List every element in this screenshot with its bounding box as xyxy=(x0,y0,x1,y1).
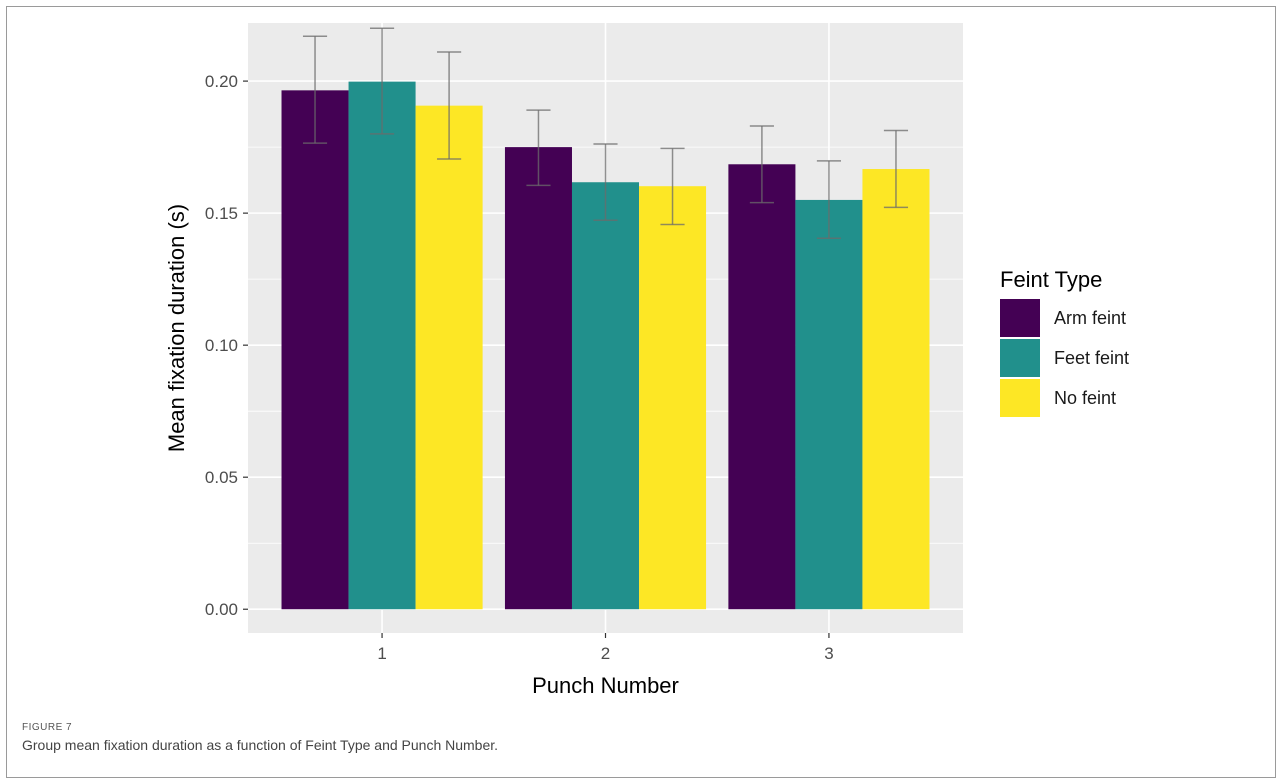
x-tick-label: 2 xyxy=(601,644,610,663)
y-tick-label: 0.05 xyxy=(205,468,238,487)
bar-chart: 0.00 0.05 0.10 0.15 0.20 1 2 3 Punch Number Mean … xyxy=(164,23,1129,698)
x-axis-title: Punch Number xyxy=(532,673,679,698)
bar xyxy=(281,90,349,610)
y-tick-label: 0.20 xyxy=(205,72,238,91)
bar xyxy=(795,199,863,610)
bar xyxy=(639,186,707,610)
legend-label: Arm feint xyxy=(1054,308,1126,328)
legend-key xyxy=(1000,379,1040,417)
bar xyxy=(571,182,640,610)
figure-label: FIGURE 7 xyxy=(22,722,73,733)
x-tick-label: 3 xyxy=(824,644,833,663)
legend-key xyxy=(1000,299,1040,337)
y-tick-label: 0.15 xyxy=(205,204,238,223)
bar xyxy=(504,147,572,610)
legend-label: Feet feint xyxy=(1054,348,1129,368)
figure-frame: 0.00 0.05 0.10 0.15 0.20 1 2 3 Punch Number Mean … xyxy=(6,6,1276,778)
y-tick-label: 0.10 xyxy=(205,336,238,355)
legend-label: No feint xyxy=(1054,388,1116,408)
bar xyxy=(728,164,796,610)
y-axis-title: Mean fixation duration (s) xyxy=(164,204,189,452)
x-tick-label: 1 xyxy=(377,644,386,663)
legend-title: Feint Type xyxy=(1000,267,1102,292)
y-tick-label: 0.00 xyxy=(205,600,238,619)
bar xyxy=(862,169,930,610)
bar xyxy=(348,81,416,610)
bar xyxy=(415,105,483,610)
figure-caption: Group mean fixation duration as a functi… xyxy=(22,737,499,753)
legend-key xyxy=(1000,339,1040,377)
